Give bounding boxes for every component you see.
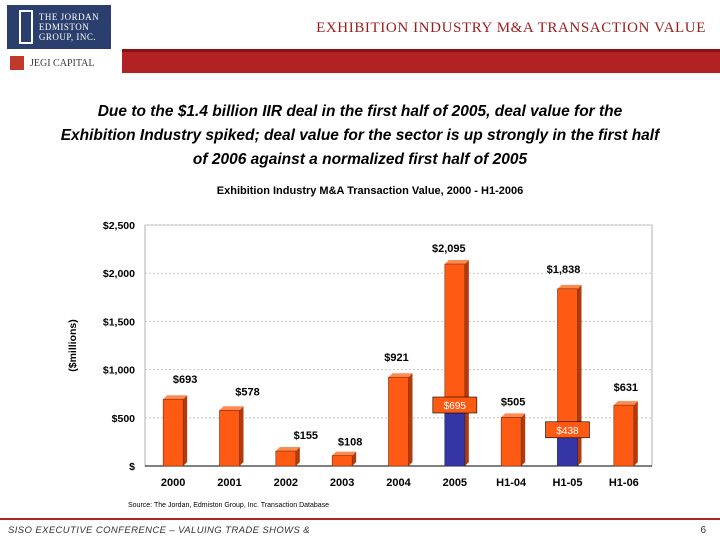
x-tick-label: H1-06 [609,477,639,489]
data-label: $921 [384,352,408,364]
slide-title: EXHIBITION INDUSTRY M&A TRANSACTION VALU… [316,20,706,36]
headline-text: Due to the $1.4 billion IIR deal in the … [60,103,660,168]
title-band [122,0,720,50]
bar [613,404,635,467]
overlay-label: $695 [444,401,467,412]
bar-side [521,413,526,466]
bar-side [577,284,582,466]
company-logo: THE JORDAN EDMISTON GROUP, INC. [7,5,111,49]
bar-side [295,447,300,466]
y-tick-label: $2,500 [103,220,135,232]
x-tick-label: 2004 [386,477,411,489]
bar-side [183,395,188,466]
bar-top [444,260,469,265]
x-tick-label: 2002 [274,477,298,489]
x-tick-label: 2000 [161,477,185,489]
page-number: 6 [700,525,706,536]
y-tick-label: $ [129,461,135,473]
data-label: $693 [173,374,197,386]
x-tick-label: 2001 [217,477,241,489]
data-label: $155 [294,430,318,442]
data-label: $505 [501,396,525,408]
bar-top [613,401,638,406]
chart-title: Exhibition Industry M&A Transaction Valu… [120,185,620,197]
y-tick-label: $1,500 [103,316,135,328]
bar-side [408,373,413,466]
logo-line-1: THE JORDAN [38,12,100,22]
data-label: $1,838 [547,264,581,276]
bar-top [332,451,357,456]
bar-side [239,406,244,466]
y-tick-label: $500 [112,413,136,425]
slide-footer: SISO EXECUTIVE CONFERENCE – VALUING TRAD… [0,518,720,542]
y-tick-label: $2,000 [103,268,135,280]
capital-logo: JEGI CAPITAL [10,55,94,71]
bar [162,398,184,467]
x-tick-label: 2003 [330,477,354,489]
y-tick-label: $1,000 [103,365,135,377]
footer-text: SISO EXECUTIVE CONFERENCE – VALUING TRAD… [8,525,311,536]
logo-mark-icon [18,10,33,44]
header-rule [122,49,720,73]
bar [388,376,409,467]
x-tick-label: H1-05 [553,477,583,489]
bar-side [352,451,357,466]
data-label: $2,095 [432,243,466,255]
data-label: $578 [235,386,259,398]
header-rule-edge [122,49,720,52]
logo-line-3: GROUP, INC. [38,32,97,42]
bar-top [557,284,582,289]
bar [275,450,297,467]
y-axis-label: ($millions) [67,319,79,372]
bar-top [275,447,300,452]
bar-top [388,373,413,378]
data-label: $631 [614,382,638,394]
bar-top [219,406,244,411]
bar [219,409,240,467]
bar-side [464,260,469,466]
source-note: Source: The Jordan, Edmiston Group, Inc.… [128,502,330,509]
bar-top [163,395,188,400]
bar [331,455,353,467]
x-tick-label: H1-04 [496,477,527,489]
data-label: $108 [338,437,362,449]
logo-line-2: EDMISTON [38,22,90,32]
bar-top [501,413,526,418]
overlay-label-box [432,396,478,414]
capital-mark-icon [10,56,24,70]
x-tick-label: 2005 [443,477,467,489]
slide-header: THE JORDAN EDMISTON GROUP, INC. JEGI CAP… [0,0,720,75]
overlay-label-box [545,421,590,439]
bar [500,417,522,467]
bar-side [633,401,638,466]
overlay-label: $438 [556,426,579,437]
capital-label: JEGI CAPITAL [30,57,95,69]
